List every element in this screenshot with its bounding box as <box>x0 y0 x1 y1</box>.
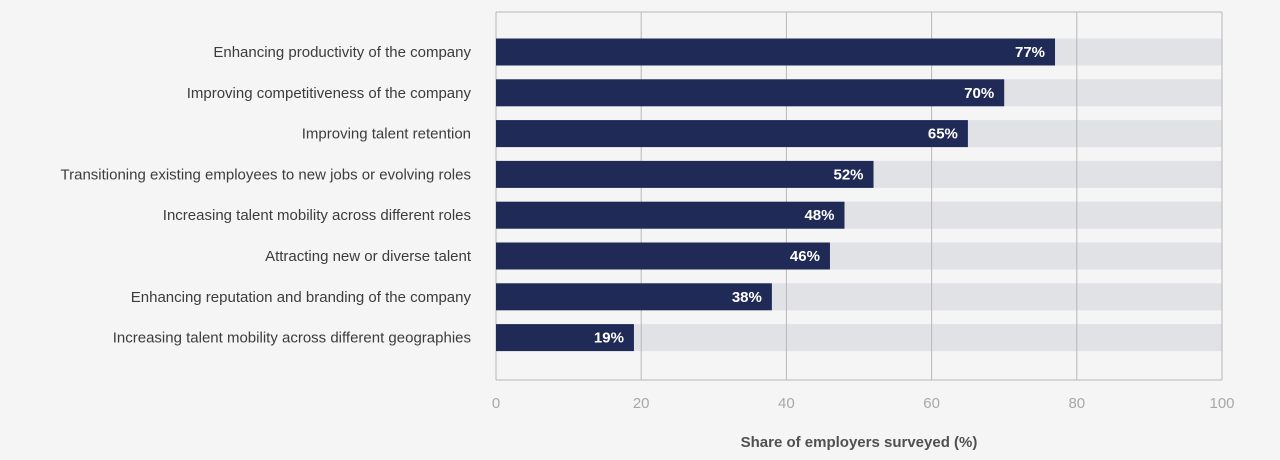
x-tick-label: 0 <box>492 395 500 412</box>
x-tick-label: 100 <box>1209 395 1234 412</box>
x-tick-label: 20 <box>633 395 650 412</box>
bar-value-label: 52% <box>833 166 863 183</box>
category-label: Enhancing reputation and branding of the… <box>131 289 472 306</box>
x-axis-title: Share of employers surveyed (%) <box>741 434 978 451</box>
bar-value-label: 70% <box>964 85 994 102</box>
category-label: Transitioning existing employees to new … <box>61 166 472 183</box>
bar <box>496 324 634 352</box>
bar-value-label: 77% <box>1015 44 1045 61</box>
category-label: Improving talent retention <box>302 126 471 143</box>
bar-value-label: 65% <box>928 126 958 143</box>
bar <box>496 79 1005 107</box>
category-label: Enhancing productivity of the company <box>213 44 471 61</box>
x-tick-label: 40 <box>778 395 795 412</box>
bar <box>496 283 772 311</box>
bar-value-label: 19% <box>594 330 624 347</box>
bar-value-label: 48% <box>804 207 834 224</box>
bar <box>496 242 830 270</box>
bar <box>496 38 1056 66</box>
category-label: Attracting new or diverse talent <box>265 248 472 265</box>
bar-value-label: 38% <box>732 289 762 306</box>
bar-value-label: 46% <box>790 248 820 265</box>
bar <box>496 120 968 148</box>
bar <box>496 201 845 229</box>
bar <box>496 160 874 188</box>
category-label: Increasing talent mobility across differ… <box>163 207 471 224</box>
category-label: Improving competitiveness of the company <box>187 85 472 102</box>
x-tick-label: 60 <box>923 395 940 412</box>
x-tick-label: 80 <box>1068 395 1085 412</box>
category-label: Increasing talent mobility across differ… <box>113 330 471 347</box>
